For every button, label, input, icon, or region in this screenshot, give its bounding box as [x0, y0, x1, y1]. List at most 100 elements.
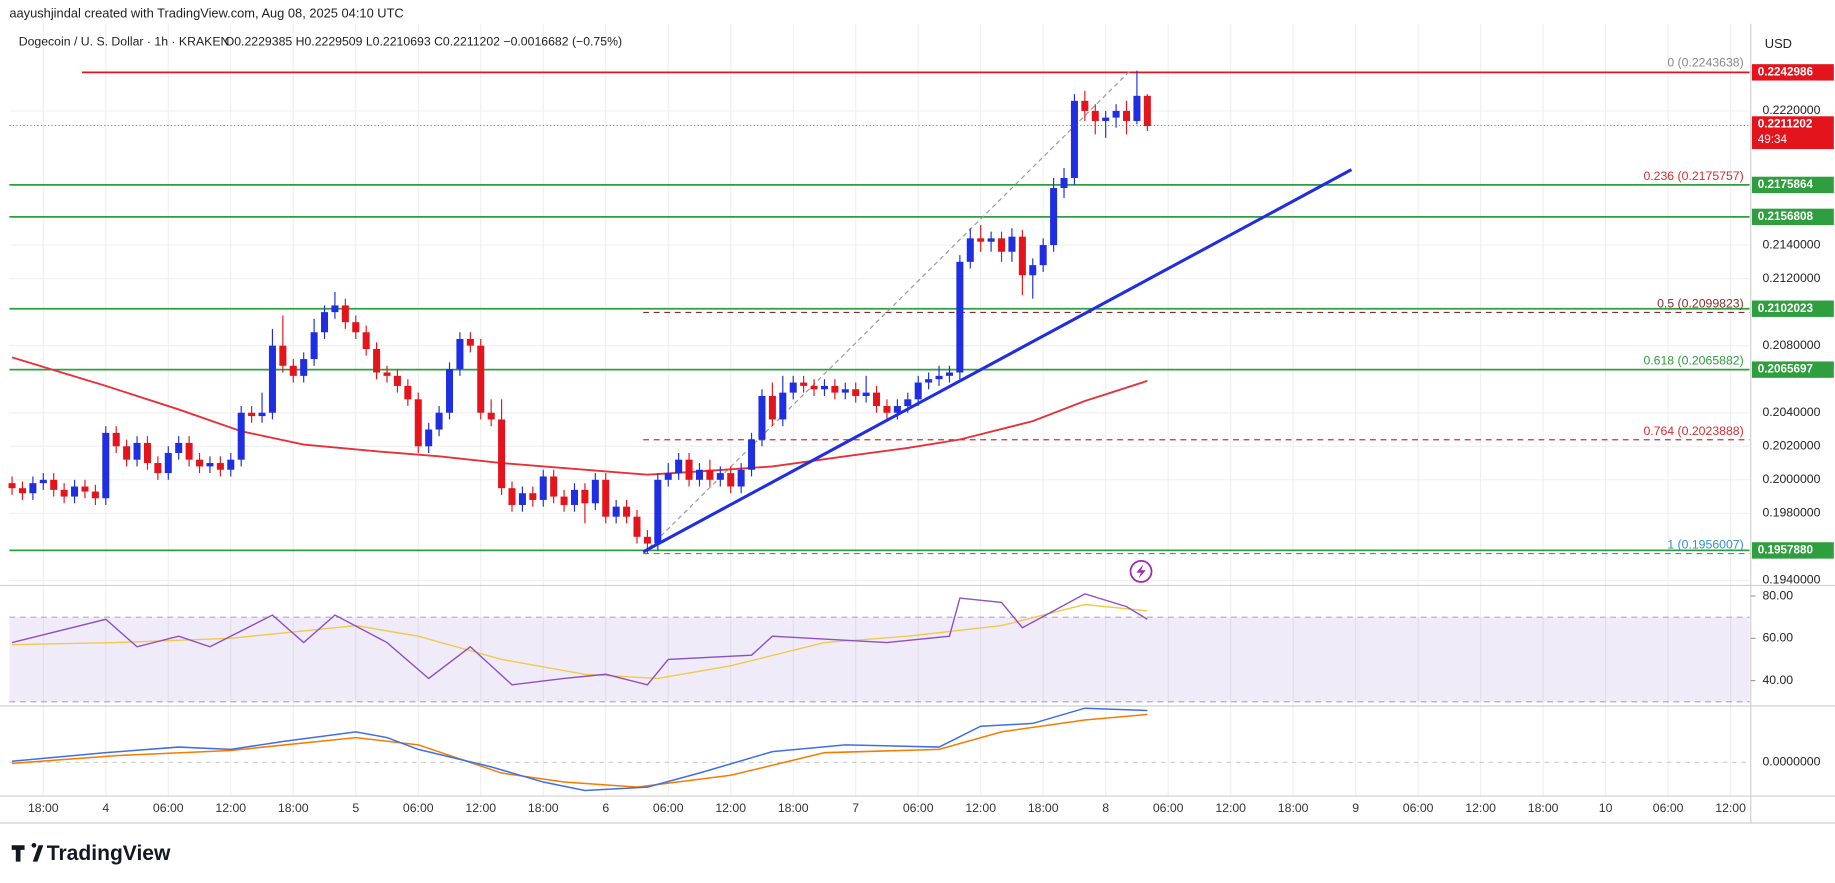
- candle-body: [1050, 188, 1058, 246]
- candle-body: [1008, 236, 1016, 252]
- candle-body: [8, 483, 16, 489]
- candle-body: [706, 469, 714, 480]
- candle-body: [341, 305, 349, 323]
- candle-body: [873, 392, 881, 407]
- candle-body: [1039, 245, 1047, 266]
- y-tick-label: 0.2080000: [1762, 338, 1820, 352]
- fib-label: 0 (0.2243638): [1667, 55, 1743, 69]
- x-tick-label: 12:00: [965, 801, 996, 815]
- x-tick-label: 06:00: [903, 801, 934, 815]
- candle-body: [612, 506, 620, 517]
- x-tick-label: 12:00: [1715, 801, 1746, 815]
- x-tick-label: 06:00: [1403, 801, 1434, 815]
- candle-body: [675, 459, 683, 474]
- candle-body: [654, 479, 662, 544]
- candle-body: [404, 385, 412, 400]
- y-tick-label: 0.2140000: [1762, 237, 1820, 251]
- candle-body: [18, 488, 26, 494]
- level-badge: [1751, 361, 1834, 378]
- candle-body: [456, 338, 464, 370]
- candle-body: [966, 238, 974, 262]
- x-tick-label: 12:00: [465, 801, 496, 815]
- candle-body: [1029, 265, 1037, 276]
- x-tick-label: 06:00: [153, 801, 184, 815]
- candle-body: [383, 372, 391, 376]
- level-label: 0.2175864: [1758, 178, 1814, 191]
- candle-body: [237, 412, 245, 460]
- candle-body: [862, 392, 870, 396]
- level-badge: [1751, 300, 1834, 317]
- candle-body: [570, 489, 579, 505]
- candle-body: [466, 338, 474, 346]
- candle-body: [945, 372, 953, 376]
- candle-body: [39, 479, 47, 484]
- macd-line: [11, 707, 1148, 792]
- grid: [9, 23, 1750, 797]
- candle-body: [1081, 100, 1089, 111]
- candle-body: [143, 442, 151, 464]
- candle-body: [550, 476, 558, 497]
- macd-tick-label: 0.0000000: [1762, 755, 1820, 769]
- candle-body: [123, 446, 131, 460]
- candle-body: [852, 389, 860, 396]
- candle-body: [841, 389, 849, 393]
- candle-body: [789, 382, 797, 393]
- candle-body: [685, 459, 693, 480]
- level-label: 0.1957880: [1758, 544, 1814, 557]
- countdown-label: 49:34: [1758, 133, 1788, 146]
- level-label: 0.2102023: [1758, 302, 1814, 315]
- candle-body: [498, 419, 506, 489]
- y-tick-label: 0.2120000: [1762, 271, 1820, 285]
- candle-body: [435, 412, 443, 430]
- x-tick-label: 18:00: [28, 801, 59, 815]
- x-tick-label: 9: [1352, 801, 1359, 815]
- candle-body: [102, 432, 110, 499]
- alert-circle[interactable]: [1129, 559, 1153, 583]
- candle-body: [748, 439, 756, 470]
- candle-body: [310, 332, 318, 360]
- candle-body: [623, 506, 631, 517]
- x-tick-label: 4: [102, 801, 109, 815]
- candle-body: [581, 489, 589, 504]
- alert-icon[interactable]: [1129, 559, 1153, 583]
- candle-body: [1091, 110, 1099, 121]
- x-tick-label: 06:00: [1153, 801, 1184, 815]
- candle-body: [300, 359, 308, 376]
- candle-body: [248, 412, 256, 417]
- candle-body: [206, 463, 214, 467]
- candle-body: [279, 345, 287, 366]
- alert-bolt[interactable]: [1136, 564, 1146, 579]
- candle-body: [893, 406, 901, 413]
- x-tick-label: 18:00: [1528, 801, 1559, 815]
- candle-body: [258, 412, 266, 417]
- candle-body: [1143, 95, 1151, 126]
- candle-body: [362, 332, 370, 350]
- brand: TradingView: [47, 842, 171, 865]
- y-tick-label: 0.2040000: [1762, 405, 1820, 419]
- x-tick-label: 18:00: [778, 801, 809, 815]
- x-tick-label: 06:00: [653, 801, 684, 815]
- candle-body: [602, 479, 610, 517]
- candle-body: [164, 452, 172, 474]
- x-tick-label: 12:00: [1215, 801, 1246, 815]
- candle-body: [268, 345, 276, 413]
- y-tick-label: 0.2000000: [1762, 472, 1820, 486]
- x-tick-label: 12:00: [715, 801, 746, 815]
- candle-body: [227, 459, 235, 470]
- x-tick-label: 18:00: [1028, 801, 1059, 815]
- candle-body: [29, 483, 37, 494]
- candle-body: [779, 392, 787, 420]
- candle-body: [810, 385, 818, 390]
- candle-body: [373, 349, 381, 373]
- candle-body: [216, 463, 224, 470]
- candle-body: [727, 473, 735, 487]
- fib-label: 0.236 (0.2175757): [1643, 169, 1743, 183]
- rsi-tick-label: 80.00: [1762, 588, 1793, 602]
- y-tick-label: 0.2220000: [1762, 103, 1820, 117]
- rsi-ma: [12, 603, 1148, 680]
- candle-body: [904, 399, 912, 407]
- candle-body: [737, 469, 745, 487]
- x-tick-label: 18:00: [278, 801, 309, 815]
